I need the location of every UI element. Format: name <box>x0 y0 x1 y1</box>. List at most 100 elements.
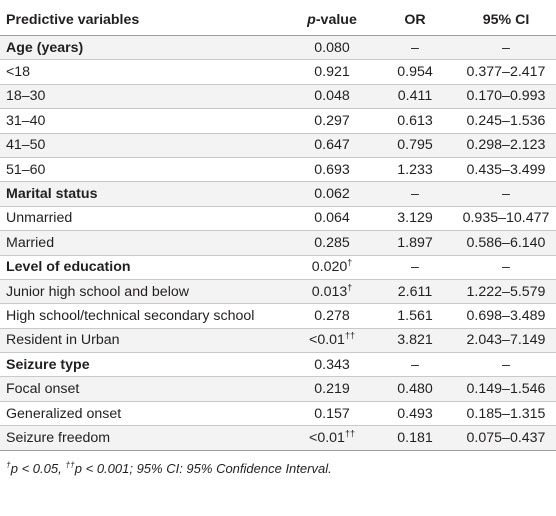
cell-variable: Focal onset <box>6 381 80 398</box>
cell-variable: Resident in Urban <box>6 332 120 349</box>
cell-variable: 41–50 <box>6 137 46 154</box>
table-row: Unmarried 0.064 3.129 0.935–10.477 <box>0 207 556 232</box>
cell-95-ci: 0.298–2.123 <box>466 137 546 154</box>
p-value-text: 0.020 <box>311 259 348 276</box>
cell-p-value: 0.343 <box>290 357 374 373</box>
p-value-text: 0.693 <box>314 161 350 178</box>
cell-or: – <box>411 356 419 373</box>
cell-p-value: 0.278 <box>290 308 374 324</box>
significance-marker: †† <box>344 330 355 341</box>
cell-95-ci: 2.043–7.149 <box>466 332 546 349</box>
footnote-double-dagger: †† <box>65 459 75 470</box>
p-value-text: 0.297 <box>314 112 350 129</box>
table-group-row: Seizure type 0.343 – – <box>0 353 556 378</box>
table-group-row: Age (years) 0.080 – – <box>0 36 556 61</box>
cell-or: 0.795 <box>397 137 433 154</box>
table-row: Resident in Urban <0.01†† 3.821 2.043–7.149 <box>0 328 556 354</box>
cell-or: 2.611 <box>397 283 433 300</box>
cell-or: 0.954 <box>397 64 433 81</box>
cell-variable: Age (years) <box>6 39 84 56</box>
cell-variable: 18–30 <box>6 88 46 105</box>
cell-or: 1.561 <box>397 307 433 324</box>
table-row: 31–40 0.297 0.613 0.245–1.536 <box>0 109 556 134</box>
significance-marker: † <box>347 257 353 268</box>
cell-p-value: 0.285 <box>290 235 374 251</box>
cell-or: – <box>411 39 419 56</box>
cell-variable: 31–40 <box>6 112 46 129</box>
cell-p-value: 0.219 <box>290 381 374 397</box>
cell-or: – <box>411 186 419 203</box>
cell-variable: Junior high school and below <box>6 283 189 300</box>
cell-or: 3.821 <box>397 332 433 349</box>
table-body: Age (years) 0.080 – – <18 0.921 0.954 0.377–2.4… <box>0 36 556 451</box>
cell-variable: Unmarried <box>6 210 73 227</box>
table-row: 18–30 0.048 0.411 0.170–0.993 <box>0 84 556 110</box>
p-value-text: 0.219 <box>314 381 350 398</box>
cell-95-ci: 0.185–1.315 <box>466 405 546 422</box>
cell-or: 3.129 <box>397 210 433 227</box>
header-predictive-variables: Predictive variables <box>6 11 140 28</box>
cell-95-ci: 0.377–2.417 <box>466 64 546 81</box>
cell-95-ci: – <box>502 186 510 203</box>
table-row: 51–60 0.693 1.233 0.435–3.499 <box>0 158 556 183</box>
p-value-text: 0.278 <box>314 307 350 324</box>
cell-95-ci: 0.698–3.489 <box>466 307 546 324</box>
cell-p-value: 0.693 <box>290 162 374 178</box>
table-row: <18 0.921 0.954 0.377–2.417 <box>0 60 556 85</box>
table-header: Predictive variables p-value OR 95% CI <box>0 4 556 36</box>
p-value-text: 0.647 <box>314 137 350 154</box>
cell-p-value: 0.013† <box>290 282 374 300</box>
cell-or: – <box>411 259 419 276</box>
cell-p-value: 0.297 <box>290 113 374 129</box>
p-value-text: <0.01 <box>309 332 345 349</box>
cell-variable: Seizure type <box>6 356 90 373</box>
table-row: High school/technical secondary school 0.… <box>0 304 556 329</box>
p-value-text: 0.064 <box>314 210 350 227</box>
p-value-text: <0.01 <box>309 429 345 446</box>
p-value-text: 0.285 <box>314 234 350 251</box>
table-group-row: Level of education 0.020† – – <box>0 256 556 280</box>
cell-variable: Generalized onset <box>6 405 122 422</box>
cell-variable: 51–60 <box>6 161 46 178</box>
data-table: Predictive variables p-value OR 95% CI A… <box>0 4 556 451</box>
cell-95-ci: 0.075–0.437 <box>466 429 546 446</box>
table-row: Junior high school and below 0.013† 2.611 1… <box>0 279 556 305</box>
cell-p-value: <0.01†† <box>290 429 374 446</box>
cell-or: 0.411 <box>397 88 433 105</box>
table-row: Generalized onset 0.157 0.493 0.185–1.315 <box>0 402 556 427</box>
table-row: Focal onset 0.219 0.480 0.149–1.546 <box>0 377 556 402</box>
p-value-text: 0.062 <box>314 186 350 203</box>
table-footnote: †p < 0.05, ††p < 0.001; 95% CI: 95% Conf… <box>0 459 556 476</box>
table-group-row: Marital status 0.062 – – <box>0 182 556 207</box>
table-row: Seizure freedom <0.01†† 0.181 0.075–0.437 <box>0 426 556 451</box>
cell-95-ci: 0.245–1.536 <box>466 112 546 129</box>
header-or: OR <box>404 11 426 28</box>
cell-p-value: 0.048 <box>290 88 374 104</box>
cell-variable: High school/technical secondary school <box>6 307 255 324</box>
p-value-text: 0.080 <box>314 39 350 56</box>
cell-or: 1.897 <box>397 234 433 251</box>
cell-p-value: <0.01†† <box>290 330 374 349</box>
cell-or: 1.233 <box>397 161 433 178</box>
p-value-text: 0.921 <box>314 64 350 81</box>
cell-95-ci: – <box>502 356 510 373</box>
cell-or: 0.181 <box>397 429 433 446</box>
p-value-text: 0.343 <box>314 356 350 373</box>
header-95-ci: 95% CI <box>482 11 530 28</box>
cell-95-ci: 0.586–6.140 <box>466 234 546 251</box>
footnote-dagger: † <box>6 459 11 470</box>
p-value-text: 0.048 <box>314 88 350 105</box>
cell-or: 0.613 <box>397 112 433 129</box>
cell-p-value: 0.020† <box>290 257 374 276</box>
header-p-letter: p <box>307 11 316 28</box>
table-row: 41–50 0.647 0.795 0.298–2.123 <box>0 133 556 158</box>
p-value-text: 0.157 <box>314 405 350 422</box>
cell-or: 0.493 <box>397 405 433 422</box>
cell-p-value: 0.080 <box>290 40 374 56</box>
cell-p-value: 0.647 <box>290 137 374 153</box>
cell-p-value: 0.157 <box>290 406 374 422</box>
cell-95-ci: – <box>502 39 510 56</box>
cell-variable: Married <box>6 234 55 251</box>
header-p-value: p-value <box>290 12 374 28</box>
p-value-text: 0.013 <box>311 283 348 300</box>
